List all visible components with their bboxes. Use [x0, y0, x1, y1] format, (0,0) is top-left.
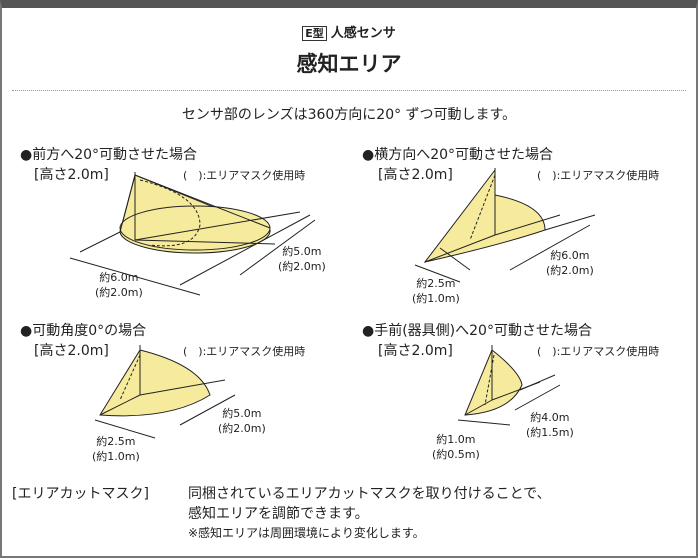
dim-a: 約6.0m (約2.0m)	[95, 271, 143, 299]
mask-note: ( ):エリアマスク使用時	[537, 169, 660, 182]
dim-a: 約2.5m (約1.0m)	[412, 277, 460, 305]
mask-note: ( ):エリアマスク使用時	[183, 169, 306, 182]
panel-heading: ●可動角度0°の場合	[20, 323, 147, 339]
type-tag: E型	[302, 26, 327, 41]
lead-text: センサ部のレンズは360方向に20° ずつ可動します。	[181, 107, 517, 123]
diagram-side-20	[414, 168, 596, 283]
divider	[12, 90, 686, 91]
dim-a: 約2.5m (約1.0m)	[92, 435, 140, 463]
height-label: [高さ2.0m]	[34, 343, 109, 359]
footer-note: ※感知エリアは周囲環境により変化します。	[188, 526, 425, 540]
height-label: [高さ2.0m]	[34, 167, 109, 183]
dim-b: 約4.0m (約1.5m)	[526, 411, 574, 439]
diagram-near-20	[457, 345, 561, 426]
panel-heading: ●前方へ20°可動させた場合	[20, 147, 198, 163]
height-label: [高さ2.0m]	[378, 343, 453, 359]
panel-heading: ●横方向へ20°可動させた場合	[362, 147, 554, 163]
mask-note: ( ):エリアマスク使用時	[537, 345, 660, 358]
footer-line2: 感知エリアを調節できます。	[188, 506, 369, 522]
dim-b: 約5.0m (約2.0m)	[278, 245, 326, 273]
mask-note: ( ):エリアマスク使用時	[183, 345, 306, 358]
dim-b: 約5.0m (約2.0m)	[218, 407, 266, 435]
dim-b: 約6.0m (約2.0m)	[546, 249, 594, 277]
subtitle-text: 人感センサ	[330, 26, 396, 41]
diagram-angle-0	[94, 345, 236, 439]
mask-label: [エリアカットマスク]	[12, 486, 149, 502]
page-title: 感知エリア	[296, 52, 402, 76]
subtitle: E型 人感センサ	[0, 22, 698, 41]
panel-heading: ●手前(器具側)へ20°可動させた場合	[362, 323, 592, 339]
height-label: [高さ2.0m]	[378, 167, 453, 183]
dim-a: 約1.0m (約0.5m)	[432, 433, 480, 461]
diagram-front-20	[69, 172, 316, 296]
footer-line1: 同梱されているエリアカットマスクを取り付けることで、	[188, 486, 551, 502]
